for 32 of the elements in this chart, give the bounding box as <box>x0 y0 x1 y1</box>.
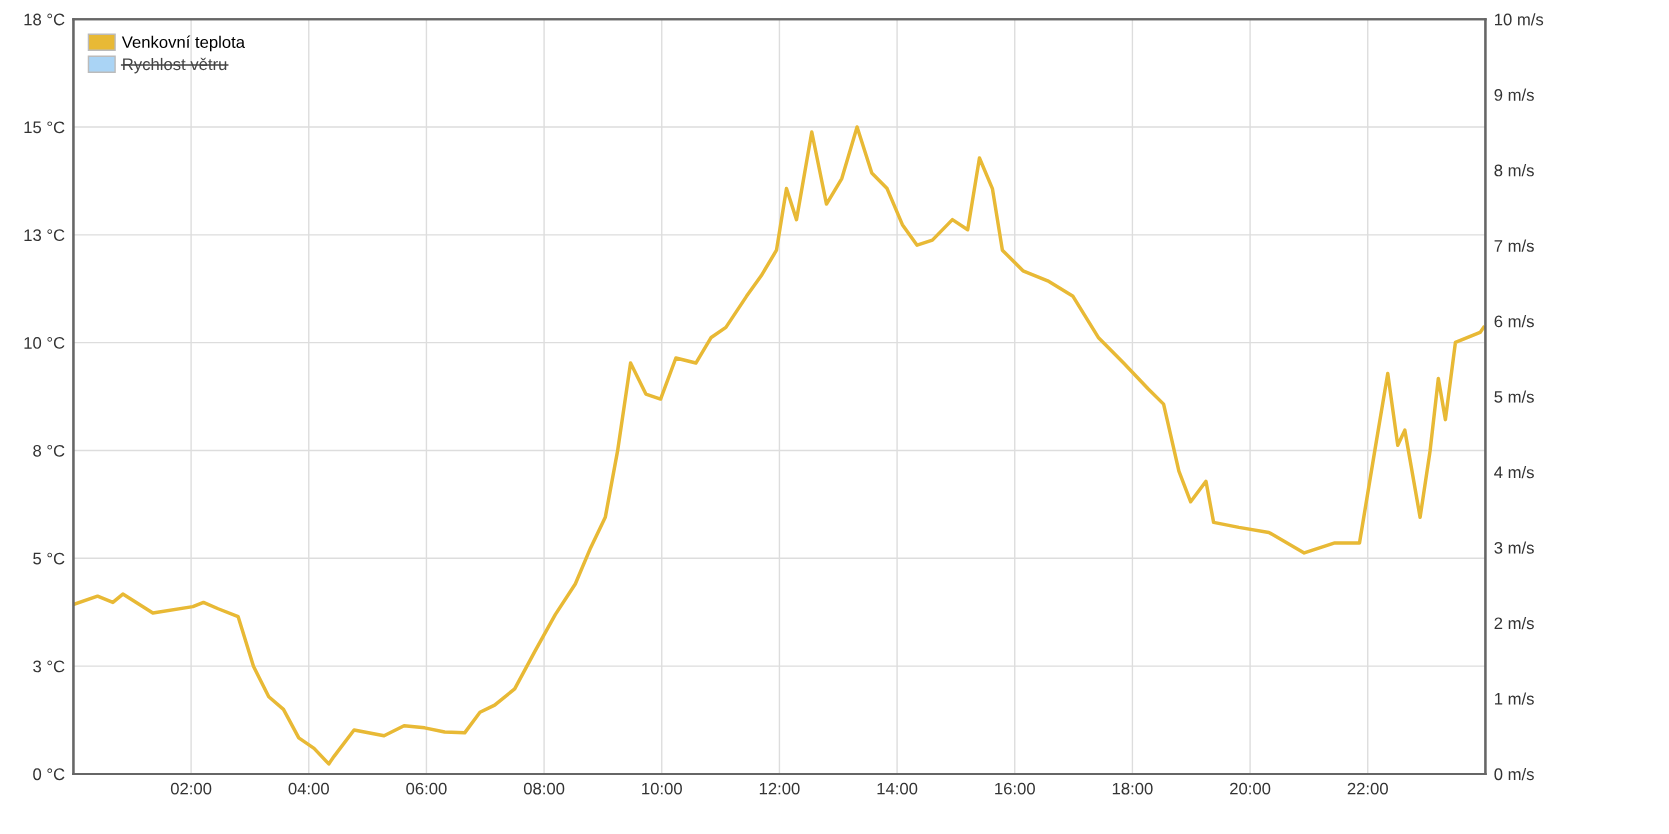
x-tick-label: 10:00 <box>642 782 682 795</box>
x-tick-label: 08:00 <box>523 782 565 795</box>
y-tick-label: 15 °C <box>24 121 65 134</box>
y2-tick-label: 3 m/s <box>1494 541 1534 554</box>
y-tick-label: 3 °C <box>33 660 65 673</box>
y-tick-label: 5 °C <box>33 552 65 565</box>
x-tick-label: 20:00 <box>1230 782 1271 795</box>
x-tick-label: 18:00 <box>1112 782 1153 795</box>
y-tick-label: 0 °C <box>33 768 65 781</box>
x-tick-label: 12:00 <box>759 782 800 795</box>
x-tick-label: 22:00 <box>1347 782 1388 795</box>
y-tick-label: 18 °C <box>24 13 65 26</box>
y-tick-label: 13 °C <box>24 229 65 242</box>
y2-tick-label: 4 m/s <box>1494 466 1534 479</box>
y2-tick-label: 9 m/s <box>1494 88 1534 101</box>
legend-label: Venkovní teplota <box>121 35 246 52</box>
x-tick-label: 14:00 <box>877 782 918 795</box>
y-tick-label: 10 °C <box>24 337 65 349</box>
y2-tick-label: 5 m/s <box>1494 390 1534 403</box>
x-tick-label: 06:00 <box>406 782 447 795</box>
y2-tick-label: 10 m/s <box>1495 13 1544 26</box>
x-tick-label: 16:00 <box>995 782 1035 795</box>
x-tick-label: 02:00 <box>170 782 212 795</box>
line-series <box>73 125 1486 766</box>
y2-tick-label: 0 m/s <box>1494 767 1534 781</box>
y-tick-label: 8 °C <box>33 444 65 457</box>
y2-tick-label: 2 m/s <box>1494 616 1534 630</box>
y2-tick-label: 1 m/s <box>1495 692 1534 705</box>
x-tick-label: 04:00 <box>288 782 329 795</box>
y2-tick-label: 7 m/s <box>1494 239 1534 252</box>
y2-tick-label: 6 m/s <box>1494 315 1534 328</box>
y2-tick-label: 8 m/s <box>1494 164 1534 177</box>
